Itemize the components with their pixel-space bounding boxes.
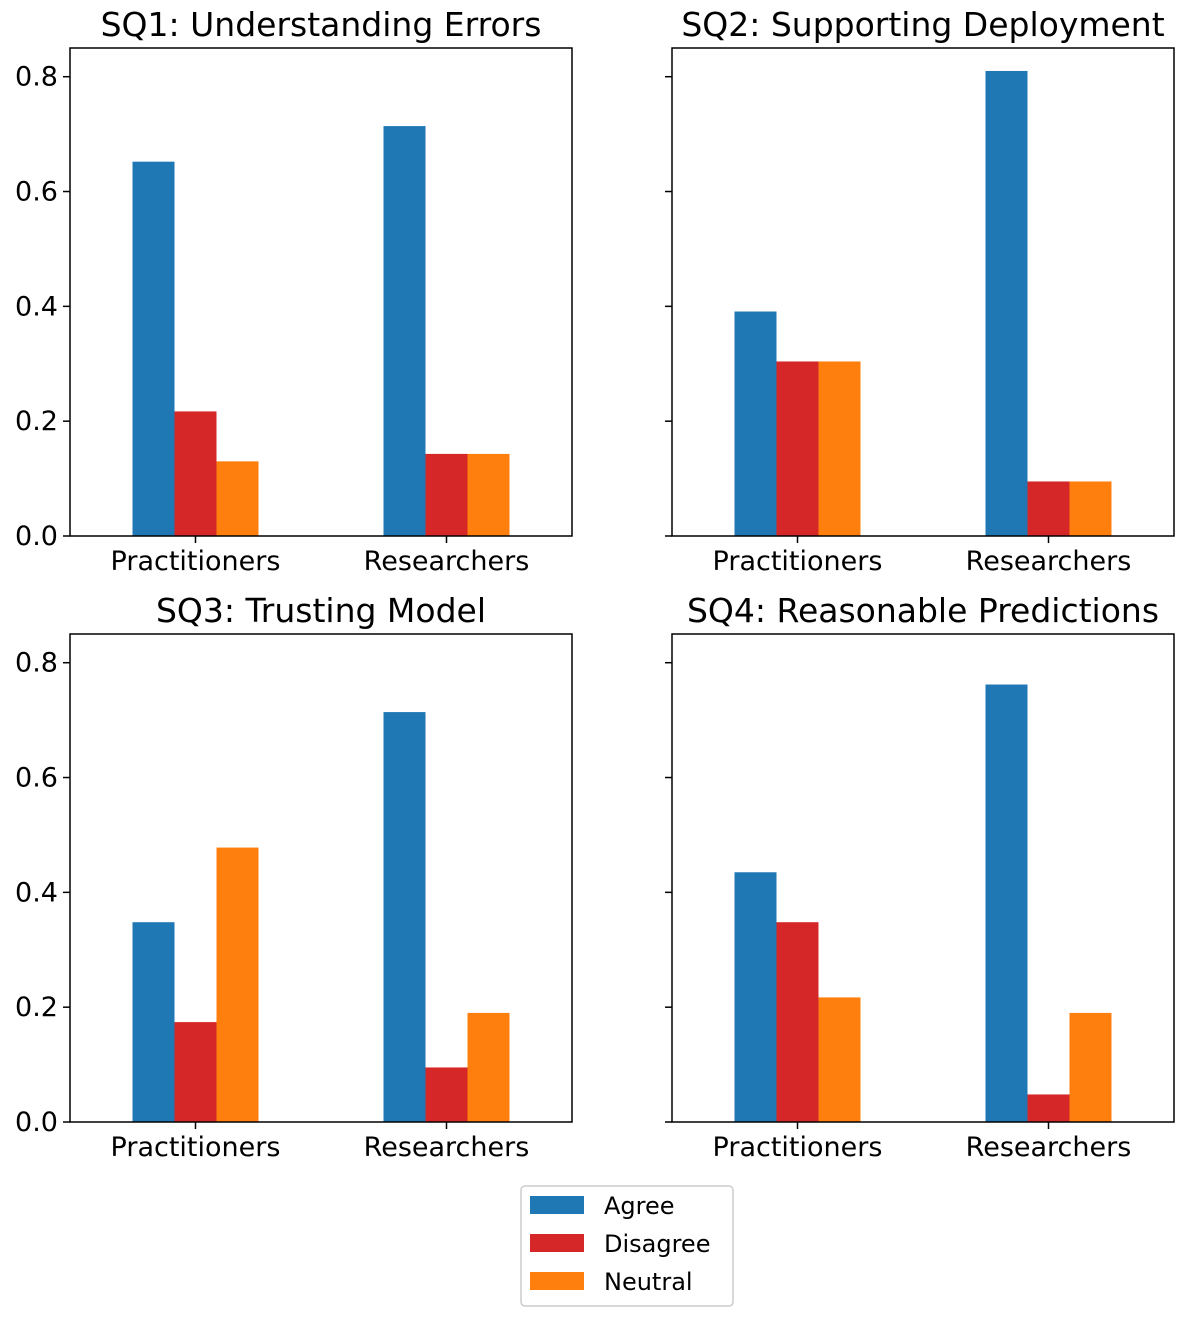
y-tick-label: 0.4: [15, 291, 58, 322]
chart-title: SQ1: Understanding Errors: [101, 5, 542, 44]
bar-disagree-researchers: [1027, 481, 1070, 536]
legend: Agree Disagree Neutral: [520, 1185, 734, 1307]
chart-panel-3: Practitioners Researchers 0.0 0.2 0.4 0.6 0.8 S…: [15, 591, 573, 1163]
chart-title: SQ2: Supporting Deployment: [681, 5, 1164, 44]
chart-panels: Practitioners Researchers 0.0 0.2 0.4 0.6 0.8 S…: [15, 5, 1175, 1163]
bar-neutral-practitioners: [216, 461, 259, 536]
y-tick-label: 0.2: [15, 406, 58, 437]
x-tick-label: Practitioners: [713, 1132, 883, 1163]
bar-disagree-researchers: [1027, 1094, 1070, 1122]
bar-disagree-practitioners: [776, 361, 819, 536]
legend-label-neutral: Neutral: [604, 1268, 693, 1296]
legend-label-agree: Agree: [604, 1192, 675, 1220]
x-tick-label: Practitioners: [713, 546, 883, 577]
legend-swatch-neutral: [530, 1272, 584, 1290]
y-tick-label: 0.8: [15, 62, 58, 93]
y-tick-label: 0.6: [15, 763, 58, 794]
bar-agree-researchers: [985, 684, 1028, 1122]
bar-neutral-researchers: [467, 1012, 510, 1122]
chart-title: SQ3: Trusting Model: [156, 591, 486, 630]
x-tick-label: Practitioners: [111, 546, 281, 577]
bar-agree-researchers: [383, 126, 426, 536]
bar-disagree-practitioners: [174, 1022, 217, 1122]
x-tick-label: Researchers: [966, 1132, 1132, 1163]
x-tick-label: Practitioners: [111, 1132, 281, 1163]
chart-panel-2: Practitioners Researchers SQ2: Supporting …: [665, 5, 1175, 577]
bar-agree-practitioners: [734, 311, 777, 536]
bar-neutral-practitioners: [818, 361, 861, 536]
legend-swatch-disagree: [530, 1234, 584, 1252]
bar-neutral-researchers: [1069, 1012, 1112, 1122]
x-tick-label: Researchers: [966, 546, 1132, 577]
chart-title: SQ4: Reasonable Predictions: [687, 591, 1159, 630]
legend-label-disagree: Disagree: [604, 1230, 710, 1258]
bar-neutral-researchers: [467, 453, 510, 536]
y-tick-label: 0.0: [15, 521, 58, 552]
bar-agree-practitioners: [132, 161, 175, 536]
y-tick-label: 0.6: [15, 177, 58, 208]
bar-disagree-practitioners: [174, 411, 217, 536]
bar-disagree-practitioners: [776, 922, 819, 1122]
plot-frame: [69, 47, 573, 537]
bar-agree-practitioners: [132, 922, 175, 1122]
y-tick-label: 0.2: [15, 992, 58, 1023]
plot-frame: [69, 633, 573, 1123]
legend-swatch-agree: [530, 1196, 584, 1214]
x-tick-label: Researchers: [364, 546, 530, 577]
bar-disagree-researchers: [425, 453, 468, 536]
x-tick-label: Researchers: [364, 1132, 530, 1163]
bar-neutral-researchers: [1069, 481, 1112, 536]
y-tick-label: 0.4: [15, 877, 58, 908]
bar-neutral-practitioners: [818, 997, 861, 1122]
plot-frame: [671, 47, 1175, 537]
bar-agree-researchers: [985, 70, 1028, 536]
y-tick-label: 0.8: [15, 648, 58, 679]
bar-neutral-practitioners: [216, 847, 259, 1122]
bar-disagree-researchers: [425, 1067, 468, 1122]
y-tick-label: 0.0: [15, 1107, 58, 1138]
bar-agree-researchers: [383, 712, 426, 1122]
bar-agree-practitioners: [734, 872, 777, 1122]
chart-panel-4: Practitioners Researchers SQ4: Reasonable …: [665, 591, 1175, 1163]
chart-panel-1: Practitioners Researchers 0.0 0.2 0.4 0.6 0.8 S…: [15, 5, 573, 577]
plot-frame: [671, 633, 1175, 1123]
